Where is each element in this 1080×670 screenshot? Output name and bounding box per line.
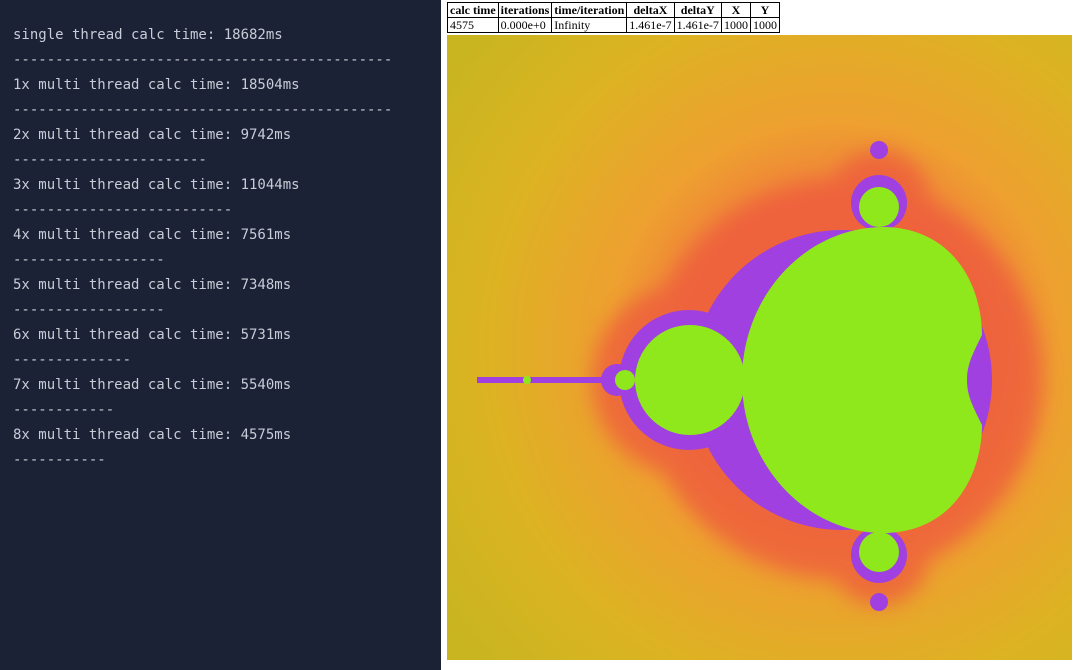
log-line-7x: 7x multi thread calc time: 5540ms bbox=[13, 377, 292, 393]
log-line-single-thread: single thread calc time: 18682ms bbox=[13, 27, 283, 43]
stats-table: calc time iterations time/iteration delt… bbox=[447, 2, 780, 33]
log-line-3x: 3x multi thread calc time: 11044ms bbox=[13, 177, 300, 193]
log-line-6x: 6x multi thread calc time: 5731ms bbox=[13, 327, 292, 343]
log-separator: ------------------ bbox=[13, 252, 165, 268]
mandelbrot-image bbox=[447, 35, 1072, 660]
value-delta-y: 1.461e-7 bbox=[673, 17, 722, 33]
header-y: Y bbox=[749, 2, 780, 18]
render-panel: calc time iterations time/iteration delt… bbox=[444, 0, 1080, 670]
header-calc-time: calc time bbox=[447, 2, 499, 18]
log-separator: ----------------------------------------… bbox=[13, 52, 393, 68]
log-line-5x: 5x multi thread calc time: 7348ms bbox=[13, 277, 292, 293]
log-line-4x: 4x multi thread calc time: 7561ms bbox=[13, 227, 292, 243]
mandelbrot-canvas bbox=[447, 35, 1072, 660]
header-x: X bbox=[720, 2, 751, 18]
value-x: 1000 bbox=[720, 17, 751, 33]
value-y: 1000 bbox=[749, 17, 780, 33]
log-separator: -------------------------- bbox=[13, 202, 233, 218]
console-panel: single thread calc time: 18682ms -------… bbox=[0, 0, 441, 670]
stats-header-row: calc time iterations time/iteration delt… bbox=[447, 2, 780, 18]
log-line-8x: 8x multi thread calc time: 4575ms bbox=[13, 427, 292, 443]
mandelbrot-set bbox=[523, 187, 982, 572]
value-calc-time: 4575 bbox=[447, 17, 499, 33]
log-line-2x: 2x multi thread calc time: 9742ms bbox=[13, 127, 292, 143]
log-separator: ----------- bbox=[13, 452, 106, 468]
panel-divider bbox=[441, 0, 444, 670]
log-separator: ----------------------------------------… bbox=[13, 102, 393, 118]
log-separator: ------------------ bbox=[13, 302, 165, 318]
header-time-per-iteration: time/iteration bbox=[551, 2, 628, 18]
value-iterations: 0.000e+0 bbox=[497, 17, 553, 33]
log-separator: -------------- bbox=[13, 352, 132, 368]
log-separator: ----------------------- bbox=[13, 152, 207, 168]
console-log: single thread calc time: 18682ms -------… bbox=[13, 0, 441, 473]
stats-value-row: 4575 0.000e+0 Infinity 1.461e-7 1.461e-7… bbox=[447, 17, 780, 33]
log-line-1x: 1x multi thread calc time: 18504ms bbox=[13, 77, 300, 93]
value-time-per-iteration: Infinity bbox=[551, 17, 628, 33]
header-iterations: iterations bbox=[497, 2, 553, 18]
log-separator: ------------ bbox=[13, 402, 115, 418]
header-delta-y: deltaY bbox=[673, 2, 722, 18]
header-delta-x: deltaX bbox=[626, 2, 675, 18]
value-delta-x: 1.461e-7 bbox=[626, 17, 675, 33]
